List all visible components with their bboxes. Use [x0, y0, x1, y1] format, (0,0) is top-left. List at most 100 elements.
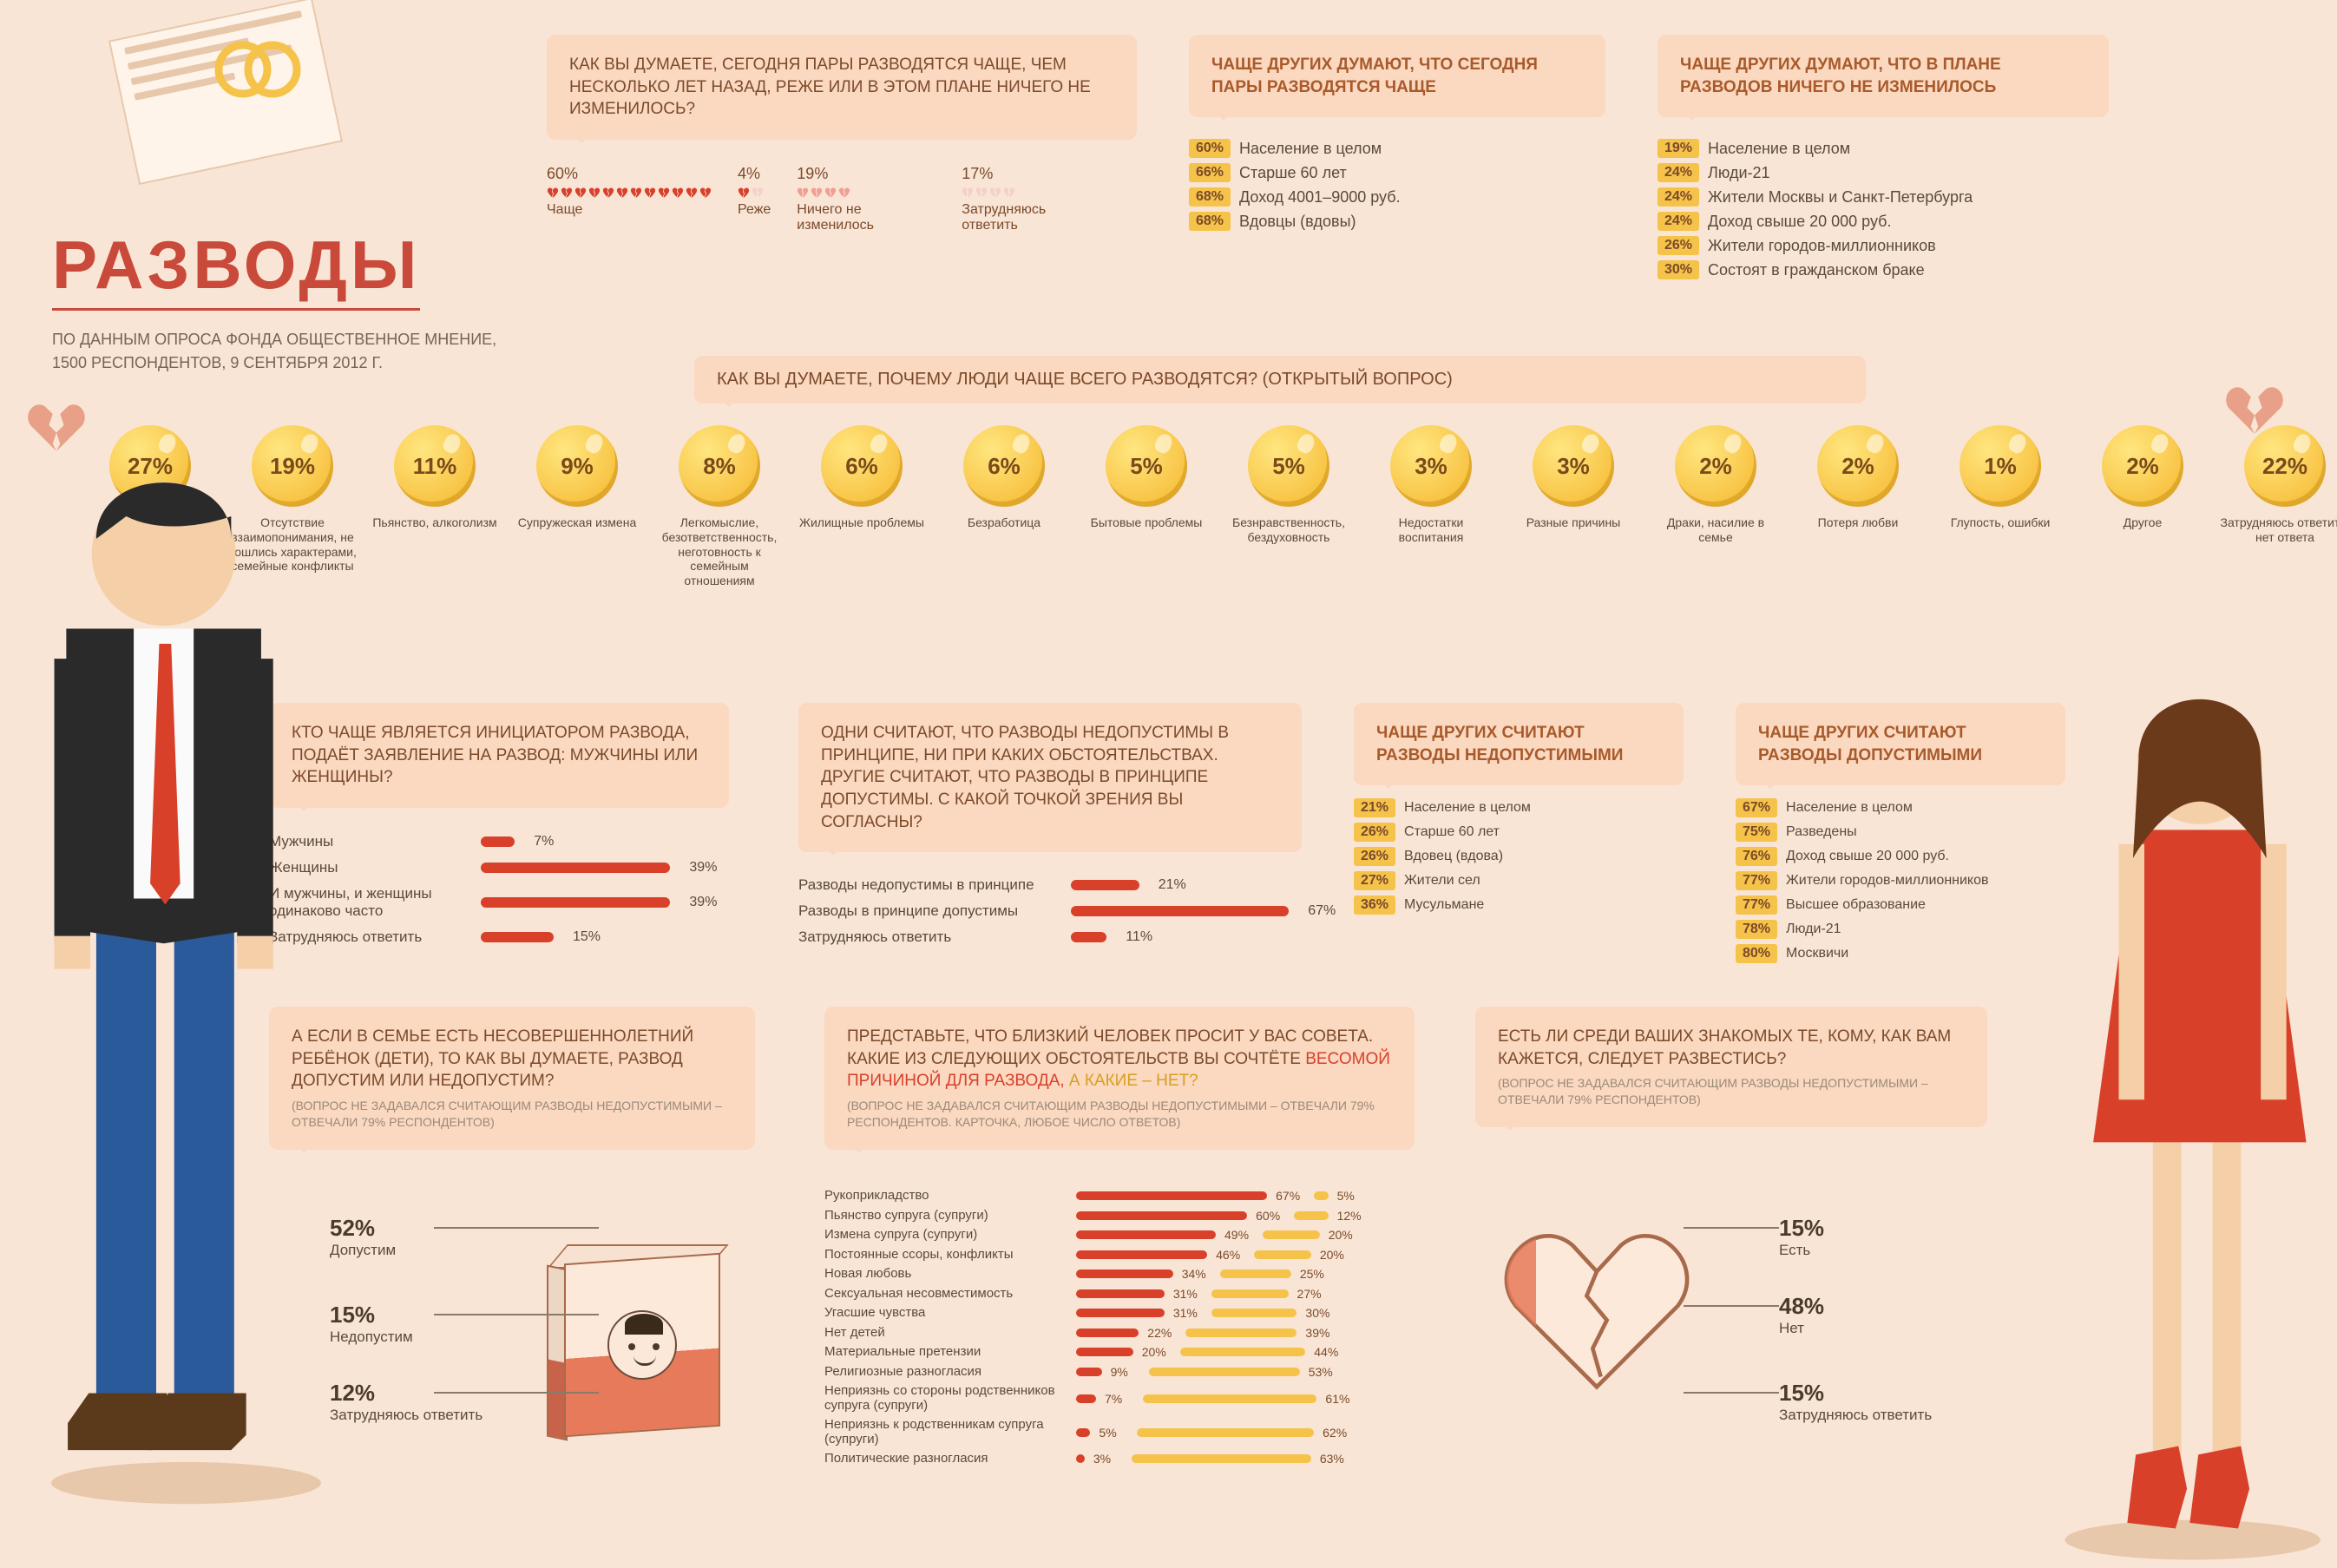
q6-note: (ВОПРОС НЕ ЗАДАВАЛСЯ СЧИТАЮЩИМ РАЗВОДЫ Н…: [847, 1098, 1392, 1131]
dual-val-yellow: 44%: [1314, 1345, 1343, 1359]
callout: 12%Затрудняюсь ответить: [330, 1380, 482, 1424]
dual-bar-red: [1076, 1269, 1173, 1278]
coin-item: 6%Жилищные проблемы: [797, 425, 927, 588]
callout-pct: 15%: [1779, 1215, 1824, 1242]
pct-label: Москвичи: [1786, 946, 1848, 961]
dual-bar-yellow: [1149, 1368, 1300, 1376]
q5-note: (ВОПРОС НЕ ЗАДАВАЛСЯ СЧИТАЮЩИМ РАЗВОДЫ Н…: [292, 1098, 732, 1131]
bar-fill: [481, 836, 515, 847]
man-illustration: [0, 434, 321, 1513]
pct-label: Доход свыше 20 000 руб.: [1708, 213, 1891, 231]
dual-bar-yellow: [1314, 1191, 1328, 1200]
dual-row: Постоянные ссоры, конфликты46%20%: [824, 1248, 1367, 1263]
bar-row: Женщины39%: [269, 859, 717, 876]
pct-row: 76%Доход свыше 20 000 руб.: [1736, 847, 1989, 866]
callout-label: Затрудняюсь ответить: [1779, 1407, 1932, 1424]
dual-val-yellow: 20%: [1320, 1248, 1349, 1262]
dual-val-yellow: 61%: [1325, 1392, 1355, 1406]
coin-label: Легкомыслие, безответственность, неготов…: [654, 515, 784, 588]
q4-bubble: ОДНИ СЧИТАЮТ, ЧТО РАЗВОДЫ НЕДОПУСТИМЫ В …: [798, 703, 1302, 852]
dual-val-red: 34%: [1182, 1267, 1211, 1281]
dual-bar-red: [1076, 1250, 1207, 1259]
dual-bar-yellow: [1220, 1269, 1291, 1278]
pct-row: 68%Вдовцы (вдовы): [1189, 212, 1401, 231]
coin-item: 9%Супружеская измена: [512, 425, 642, 588]
pct-row: 68%Доход 4001–9000 руб.: [1189, 187, 1401, 207]
hearts: [738, 187, 771, 199]
pct-badge: 67%: [1736, 798, 1777, 817]
pct-badge: 75%: [1736, 823, 1777, 842]
pct-row: 67%Население в целом: [1736, 798, 1989, 817]
heart-label: Ничего не изменилось: [797, 202, 935, 233]
callout-pct: 15%: [330, 1302, 413, 1329]
bar-fill: [481, 932, 554, 942]
pct-row: 24%Люди-21: [1658, 163, 1973, 182]
pct-label: Люди-21: [1786, 922, 1841, 937]
dual-val-red: 20%: [1142, 1345, 1172, 1359]
coin: 5%: [1248, 425, 1329, 507]
dual-bar-red: [1076, 1230, 1216, 1239]
heart-illustration: [1475, 1197, 1736, 1432]
coin: 2%: [1675, 425, 1756, 507]
dual-bar-yellow: [1132, 1454, 1311, 1463]
heart-pct: 17%: [962, 165, 1100, 183]
coin: 22%: [2244, 425, 2326, 507]
pct-badge: 77%: [1736, 896, 1777, 915]
heart-icon: [630, 187, 642, 199]
heart-icon: [561, 187, 573, 199]
pct-badge: 68%: [1189, 212, 1231, 231]
callout-line: [1684, 1392, 1779, 1394]
coin: 3%: [1533, 425, 1614, 507]
coin-item: 3%Разные причины: [1508, 425, 1638, 588]
q6-bars: Рукоприкладство67%5%Пьянство супруга (су…: [824, 1189, 1367, 1472]
pct-row: 77%Высшее образование: [1736, 896, 1989, 915]
pct-badge: 68%: [1189, 187, 1231, 207]
coin: 8%: [679, 425, 760, 507]
pct-label: Вдовец (вдова): [1404, 849, 1503, 864]
callout-line: [1684, 1227, 1779, 1229]
coin-label: Бытовые проблемы: [1091, 515, 1203, 530]
heart-icon: [672, 187, 684, 199]
callout: 15%Недопустим: [330, 1302, 413, 1346]
dual-val-yellow: 5%: [1337, 1189, 1367, 1203]
list-unaccept-title: ЧАЩЕ ДРУГИХ СЧИТАЮТ РАЗВОДЫ НЕДОПУСТИМЫМ…: [1354, 703, 1684, 785]
dual-label: Материальные претензии: [824, 1345, 1067, 1360]
heart-icon: [547, 187, 559, 199]
hearts: [547, 187, 712, 199]
pct-badge: 21%: [1354, 798, 1395, 817]
pct-badge: 24%: [1658, 163, 1699, 182]
pct-label: Жители Москвы и Санкт-Петербурга: [1708, 188, 1973, 207]
bar-value: 21%: [1159, 877, 1186, 893]
dual-row: Неприязнь к родственникам супруга (супру…: [824, 1418, 1367, 1447]
dual-row: Неприязнь со стороны родственников супру…: [824, 1384, 1367, 1413]
list-accept: 67%Население в целом75%Разведены76%Доход…: [1736, 798, 1989, 968]
coin-item: 5%Безнравственность, бездуховность: [1224, 425, 1354, 588]
pct-badge: 26%: [1354, 823, 1395, 842]
dual-val-yellow: 20%: [1329, 1228, 1358, 1242]
bar-value: 67%: [1308, 903, 1336, 919]
coin: 5%: [1106, 425, 1187, 507]
page-subtitle: ПО ДАННЫМ ОПРОСА ФОНДА ОБЩЕСТВЕННОЕ МНЕН…: [52, 328, 496, 375]
pct-label: Население в целом: [1239, 140, 1382, 158]
page-title: РАЗВОДЫ: [52, 226, 420, 311]
bar-row: Мужчины7%: [269, 833, 717, 850]
pct-row: 21%Население в целом: [1354, 798, 1531, 817]
q2-bubble: КАК ВЫ ДУМАЕТЕ, ПОЧЕМУ ЛЮДИ ЧАЩЕ ВСЕГО Р…: [694, 356, 1866, 403]
dual-val-yellow: 62%: [1323, 1426, 1352, 1440]
bar-value: 11%: [1126, 929, 1152, 945]
dual-bar-red: [1076, 1428, 1090, 1437]
bar-label: Разводы недопустимы в принципе: [798, 876, 1059, 894]
heart-pct: 19%: [797, 165, 935, 183]
heart-icon: [738, 187, 750, 199]
woman-illustration: [2051, 659, 2337, 1568]
dual-val-yellow: 25%: [1300, 1267, 1329, 1281]
callout-label: Недопустим: [330, 1329, 413, 1346]
bar-label: Затрудняюсь ответить: [798, 928, 1059, 946]
coin-item: 5% Бытовые проблемы: [1081, 425, 1211, 588]
dual-row: Рукоприкладство67%5%: [824, 1189, 1367, 1204]
pct-badge: 26%: [1354, 847, 1395, 866]
pct-row: 77%Жители городов-миллионников: [1736, 871, 1989, 890]
heart-group: 60%Чаще: [547, 165, 712, 233]
pct-badge: 24%: [1658, 212, 1699, 231]
heart-label: Чаще: [547, 202, 686, 218]
